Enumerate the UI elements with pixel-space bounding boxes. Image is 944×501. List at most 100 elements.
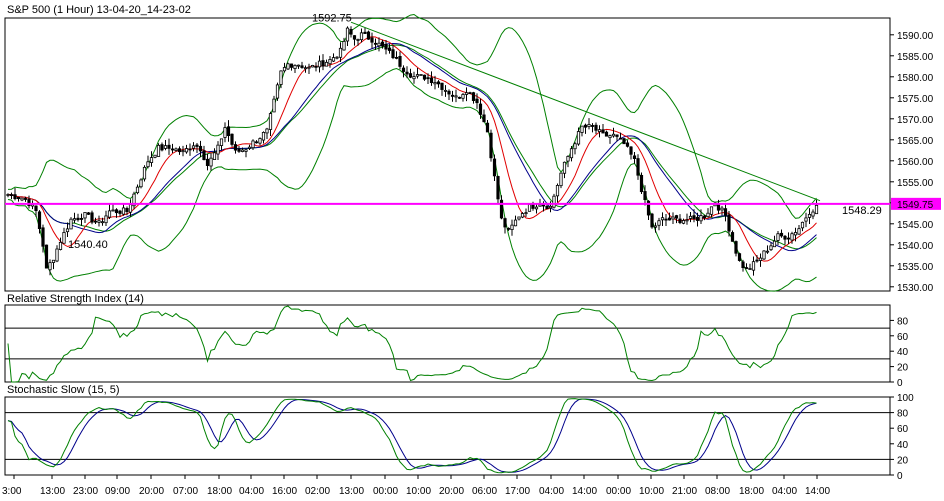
candle-body [485,122,490,133]
candle-body [65,228,70,233]
candle-body [625,142,630,147]
price-y-tick-label: 1560.00 [897,157,934,168]
x-tick-label: 06:00 [472,486,497,497]
candle-body [160,144,164,151]
x-tick-label: 17:00 [505,486,530,497]
candle-body [62,232,66,244]
candle-body [216,144,220,155]
candle-body [111,209,115,212]
price-y-tick-label: 1590.00 [897,31,934,42]
stochastic-k-series [7,398,817,474]
price-y-tick-label: 1580.00 [897,73,934,84]
candle-body [324,61,329,67]
candle-body [657,220,661,226]
stochastic-panel: Stochastic Slow (15, 5) 0 20 40 60 80 100 [4,384,914,482]
candle-body [576,131,581,145]
candle-body [674,215,679,219]
candle-body [671,216,675,220]
candle-body [475,98,479,104]
candle-body [303,67,308,70]
candle-body [744,267,749,269]
candle-body [79,217,84,220]
candle-body [664,218,668,221]
candle-body [293,64,297,69]
candle-body [300,65,304,68]
candle-body [254,141,259,144]
candle-body [447,90,451,95]
candle-body [772,240,777,248]
candle-body [240,149,245,152]
candle-body [205,158,210,166]
candle-body [727,214,731,232]
x-tick-label: 00:00 [606,486,631,497]
candle-body [429,77,434,84]
x-tick-label: 08:00 [705,486,730,497]
candle-body [709,206,714,215]
candle-body [86,212,91,215]
candle-body [527,204,532,212]
candle-body [289,63,294,68]
candle-body [23,198,28,200]
x-tick-label: 14:00 [572,486,597,497]
bollinger-lower [7,67,817,292]
candle-body [146,161,150,168]
candle-body [191,145,196,149]
candle-body [622,138,626,145]
candle-body [443,89,448,92]
candle-body [72,218,77,221]
candle-body [100,221,105,224]
candle-body [219,138,224,146]
candle-body [489,132,493,159]
candle-body [440,82,444,90]
candle-body [765,250,770,253]
x-tick-label: 20:00 [439,486,464,497]
candle-body [401,67,406,72]
candle-body [6,194,10,196]
candle-body [748,268,752,270]
candle-body [37,211,42,229]
candle-body [433,82,437,85]
candle-body [135,186,140,194]
candle-body [611,133,616,137]
candle-body [149,157,154,163]
bollinger-middle [7,44,817,250]
candle-body [272,98,276,113]
candle-body [9,194,14,197]
chart-title: S&P 500 (1 Hour) 13-04-20_14-23-02 [7,4,191,16]
candle-body [44,244,49,269]
candle-body [562,161,567,174]
candle-body [541,204,546,207]
candle-body [97,220,101,223]
x-tick-label: 13:00 [40,486,65,497]
candle-body [692,215,696,219]
candle-body [510,224,514,231]
candle-body [387,47,392,51]
candle-body [783,235,787,240]
candle-body [286,63,290,70]
rsi-y-tick-label: 20 [897,363,909,374]
x-tick-label: 07:00 [173,486,198,497]
candle-body [415,74,420,77]
candle-body [198,145,203,152]
candle-body [720,207,724,211]
candle-body [163,145,168,149]
stochastic-y-tick-label: 100 [897,393,914,404]
candle-body [468,92,472,95]
rsi-y-tick-label: 60 [897,332,909,343]
candle-body [380,41,385,47]
candle-body [632,155,637,159]
annotation-low: 1540.40 [68,239,108,251]
candle-body [394,56,399,59]
candle-body [608,135,612,139]
candle-body [370,37,374,43]
candle-body [755,259,759,262]
candle-body [195,144,199,147]
candle-body [156,144,161,157]
candle-body [328,59,332,65]
candle-body [331,57,336,62]
candle-body [384,44,388,50]
price-panel: 1592.75 1540.40 1548.29 1530.00 1535.00 15… [4,12,941,294]
price-y-tick-label: 1585.00 [897,52,934,63]
x-tick-label: 18:00 [739,486,764,497]
